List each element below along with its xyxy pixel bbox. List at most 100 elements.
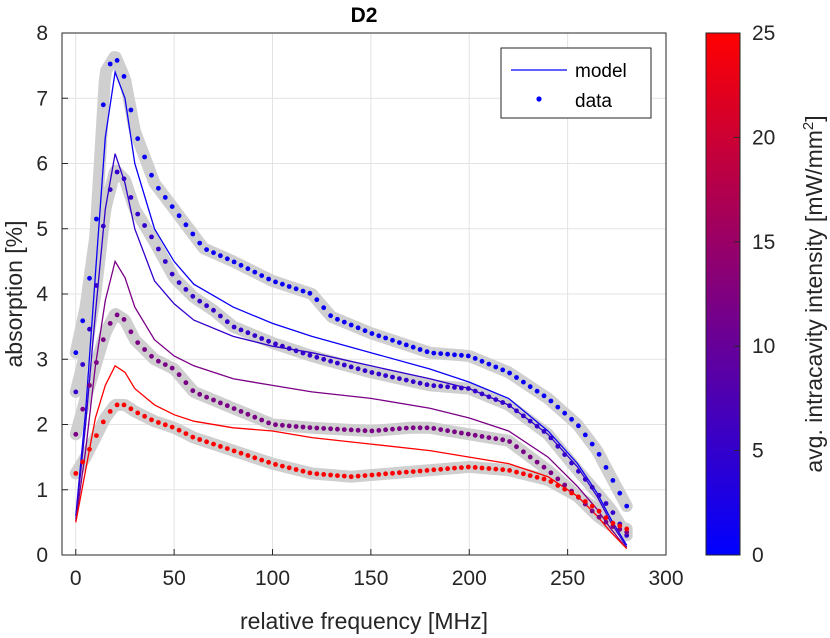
- colorbar-gradient: [705, 32, 741, 556]
- data-point-2-80: [624, 529, 630, 535]
- y-tick-label-1: 1: [36, 479, 48, 502]
- data-point-1-25: [245, 330, 251, 336]
- data-point-3-33: [300, 468, 306, 474]
- model-curve-0: [75, 69, 628, 546]
- data-point-2-36: [321, 426, 327, 431]
- data-point-0-51: [424, 349, 430, 355]
- x-tick-label-6: 300: [648, 567, 683, 590]
- data-point-1-14: [169, 271, 175, 277]
- data-point-3-0: [73, 471, 79, 476]
- data-point-0-48: [403, 342, 409, 348]
- data-point-3-75: [589, 503, 595, 509]
- data-point-0-58: [472, 356, 478, 361]
- data-point-3-78: [610, 520, 616, 526]
- data-point-1-7: [121, 176, 127, 182]
- data-point-2-78: [610, 524, 616, 529]
- data-point-0-11: [149, 172, 154, 178]
- data-point-2-19: [204, 394, 210, 400]
- data-point-0-79: [617, 490, 623, 496]
- data-point-1-37: [328, 358, 333, 364]
- data-point-1-19: [204, 303, 210, 309]
- y-tick-label-4: 4: [36, 283, 48, 306]
- data-point-3-22: [224, 446, 230, 451]
- data-point-0-77: [603, 465, 609, 470]
- data-point-2-65: [521, 449, 526, 455]
- data-point-0-21: [218, 253, 223, 259]
- data-point-3-58: [472, 465, 478, 470]
- data-point-3-67: [534, 474, 540, 480]
- data-point-1-48: [403, 377, 409, 383]
- data-point-0-43: [369, 331, 375, 336]
- data-point-2-64: [514, 444, 519, 450]
- data-point-1-63: [507, 403, 512, 409]
- data-point-1-45: [383, 373, 388, 378]
- data-point-3-1: [80, 459, 86, 465]
- data-point-1-17: [190, 293, 196, 299]
- data-point-2-71: [562, 482, 568, 488]
- data-point-3-62: [500, 467, 506, 473]
- data-point-3-27: [259, 457, 265, 463]
- data-point-3-63: [507, 468, 512, 473]
- data-point-0-12: [156, 185, 161, 191]
- data-point-1-10: [142, 223, 148, 228]
- data-point-1-33: [300, 350, 306, 356]
- data-point-3-7: [121, 402, 127, 408]
- data-point-1-8: [128, 195, 134, 200]
- data-point-1-53: [438, 383, 444, 389]
- x-tick-label-4: 200: [452, 567, 487, 590]
- data-point-3-41: [355, 473, 361, 479]
- data-point-0-44: [376, 333, 382, 339]
- data-point-0-75: [589, 441, 595, 447]
- data-point-0-69: [548, 398, 554, 404]
- data-point-0-14: [169, 204, 175, 210]
- data-point-1-20: [211, 307, 216, 313]
- data-point-0-41: [355, 325, 361, 331]
- data-point-3-34: [307, 470, 313, 476]
- model-curve-2: [75, 259, 628, 549]
- data-point-2-25: [245, 411, 251, 417]
- data-point-1-31: [286, 346, 292, 351]
- data-point-2-62: [500, 437, 506, 443]
- y-tick-label-8: 8: [36, 22, 48, 45]
- data-point-2-39: [341, 427, 347, 432]
- data-point-0-9: [135, 136, 141, 142]
- data-point-3-54: [445, 466, 450, 472]
- y-tick-label-0: 0: [36, 544, 48, 567]
- data-point-3-61: [493, 466, 499, 472]
- data-point-2-54: [445, 428, 450, 434]
- data-point-2-77: [603, 519, 609, 525]
- data-point-3-45: [383, 471, 388, 477]
- data-point-0-24: [238, 262, 244, 268]
- data-point-0-22: [224, 256, 230, 262]
- data-point-1-6: [114, 169, 120, 175]
- data-point-0-74: [582, 432, 588, 438]
- data-point-1-42: [362, 368, 368, 374]
- data-point-2-58: [472, 432, 478, 438]
- data-point-1-40: [348, 364, 354, 370]
- colorbar-tick-label-3: 15: [752, 231, 775, 254]
- data-point-3-73: [576, 494, 581, 500]
- data-point-1-26: [252, 333, 258, 338]
- data-point-2-22: [224, 403, 230, 409]
- data-point-1-39: [341, 362, 347, 368]
- data-point-1-30: [280, 343, 285, 349]
- data-point-2-35: [314, 425, 320, 431]
- data-point-0-35: [314, 297, 320, 303]
- data-point-0-5: [107, 61, 113, 67]
- data-point-2-37: [328, 426, 333, 432]
- data-point-3-36: [321, 472, 327, 477]
- data-point-2-13: [162, 362, 168, 367]
- data-point-2-59: [479, 434, 485, 439]
- data-point-2-57: [465, 431, 471, 437]
- data-point-2-55: [452, 429, 457, 435]
- data-point-2-2: [87, 383, 92, 388]
- x-tick-label-0: 0: [70, 567, 82, 590]
- data-point-2-14: [169, 365, 175, 371]
- data-point-3-77: [603, 515, 609, 521]
- data-point-3-80: [624, 526, 630, 532]
- data-point-1-32: [293, 348, 299, 354]
- data-point-3-20: [211, 441, 216, 447]
- data-point-2-0: [73, 431, 79, 437]
- data-point-0-37: [328, 313, 333, 319]
